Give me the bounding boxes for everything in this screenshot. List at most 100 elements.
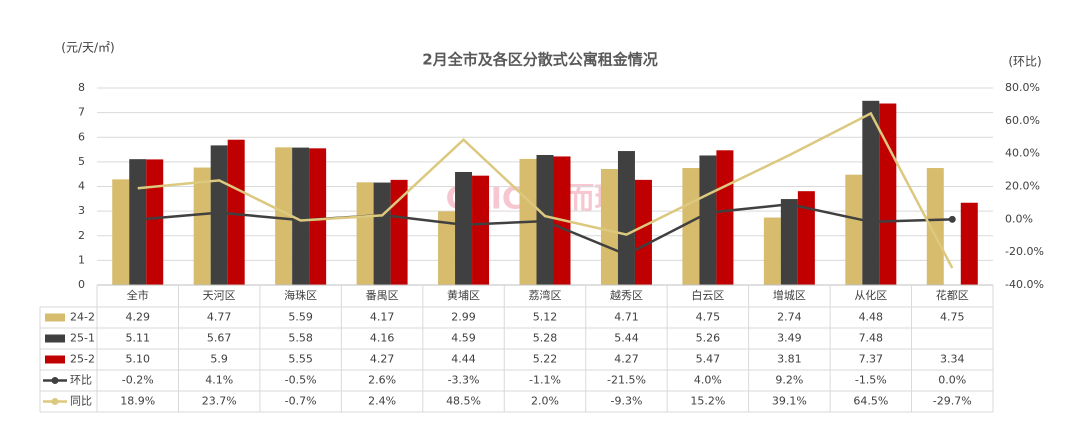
bar <box>926 168 944 285</box>
x-tick-label: 天河区 <box>203 289 236 302</box>
bar <box>699 155 717 285</box>
bar <box>716 150 734 285</box>
bar <box>780 199 798 285</box>
line-marker <box>785 200 793 208</box>
bar <box>634 179 652 285</box>
y-tick-label: 2 <box>78 229 85 242</box>
table-cell: 5.11 <box>125 332 150 345</box>
table-cell: 64.5% <box>853 395 888 408</box>
bar <box>862 100 880 286</box>
table-cell: 4.0% <box>694 374 722 387</box>
y-tick-label: 4 <box>78 180 85 193</box>
table-cell: 2.74 <box>777 311 802 324</box>
table-cell: 48.5% <box>446 395 481 408</box>
table-cell: -0.5% <box>285 374 317 387</box>
table-cell: 5.67 <box>207 332 232 345</box>
table-cell: 4.27 <box>614 353 639 366</box>
table-cell: -1.1% <box>529 374 561 387</box>
bar <box>227 139 245 285</box>
table-cell: 7.37 <box>859 353 884 366</box>
x-tick-label: 全市 <box>127 288 149 302</box>
table-cell: 5.10 <box>125 353 150 366</box>
legend-label: 环比 <box>70 374 92 387</box>
y-tick-label: 8 <box>78 81 85 94</box>
y2-tick-label: 80.0% <box>1005 81 1040 94</box>
table-cell: 5.55 <box>288 353 313 366</box>
table-cell: 7.48 <box>859 332 884 345</box>
table-cell: 5.26 <box>696 332 721 345</box>
table-cell: -29.7% <box>933 395 972 408</box>
table-cell: 2.4% <box>368 395 396 408</box>
y-tick-label: 0 <box>78 278 85 291</box>
table-cell: 5.44 <box>614 332 639 345</box>
table-cell: 18.9% <box>120 395 155 408</box>
x-tick-label: 海珠区 <box>284 288 317 302</box>
table-cell: 4.1% <box>205 374 233 387</box>
table-cell: 4.75 <box>940 311 965 324</box>
table-cell: 4.27 <box>370 353 395 366</box>
table-cell: 5.59 <box>288 311 313 324</box>
bar <box>472 175 490 285</box>
bar <box>275 147 293 285</box>
y2-tick-label: -20.0% <box>1005 245 1044 258</box>
legend-label: 24-2 <box>70 311 95 324</box>
legend-swatch <box>45 355 65 364</box>
bar <box>390 179 408 285</box>
y-tick-label: 3 <box>78 204 85 217</box>
bar <box>879 103 897 285</box>
bar <box>763 217 781 285</box>
y-tick-label: 6 <box>78 130 85 143</box>
table-cell: 4.17 <box>370 311 395 324</box>
bar <box>845 174 863 285</box>
table-cell: 23.7% <box>202 395 237 408</box>
table-cell: 5.22 <box>533 353 558 366</box>
table-cell: 4.44 <box>451 353 476 366</box>
table-cell: 3.49 <box>777 332 802 345</box>
y-tick-label: 5 <box>78 155 85 168</box>
legend-marker <box>51 398 59 405</box>
chart-title: 2月全市及各区分散式公寓租金情况 <box>422 51 657 69</box>
line-marker <box>867 218 875 226</box>
table-cell: 4.16 <box>370 332 395 345</box>
line-marker <box>704 209 712 217</box>
table-cell: -21.5% <box>607 374 646 387</box>
legend-swatch <box>45 334 65 343</box>
table-cell: 39.1% <box>772 395 807 408</box>
line-marker <box>460 221 468 229</box>
y2-tick-label: 60.0% <box>1005 114 1040 127</box>
line <box>137 111 954 269</box>
x-tick-label: 白云区 <box>691 288 724 302</box>
table-cell: -0.2% <box>122 374 154 387</box>
bar <box>438 211 456 285</box>
table-cell: 5.58 <box>288 332 313 345</box>
table-cell: 15.2% <box>690 395 725 408</box>
table-cell: 2.6% <box>368 374 396 387</box>
legend-label: 25-1 <box>70 332 95 345</box>
table-cell: 4.59 <box>451 332 476 345</box>
x-tick-label: 番禺区 <box>366 289 399 302</box>
table-cell: 5.9 <box>210 353 228 366</box>
bar <box>797 191 815 285</box>
x-tick-label: 黄埔区 <box>447 288 480 302</box>
x-tick-label: 花都区 <box>936 289 969 302</box>
y-tick-label: 7 <box>78 106 85 119</box>
table-cell: 2.99 <box>451 311 476 324</box>
legend-label: 25-2 <box>70 353 95 366</box>
bar <box>193 167 211 285</box>
bar <box>600 169 618 285</box>
y2-tick-label: -40.0% <box>1005 278 1044 291</box>
bar <box>356 182 374 285</box>
bar <box>112 179 130 285</box>
table-cell: 5.28 <box>533 332 558 345</box>
bar <box>960 202 978 285</box>
bar <box>292 147 310 285</box>
x-tick-label: 荔湾区 <box>529 288 562 302</box>
line-marker <box>215 209 223 217</box>
table-cell: 0.0% <box>938 374 966 387</box>
y2-tick-label: 0.0% <box>1005 212 1033 225</box>
legend-swatch <box>45 313 65 322</box>
bar <box>682 168 700 285</box>
bar <box>455 171 473 285</box>
y2-axis-label: (环比) <box>1008 55 1041 69</box>
